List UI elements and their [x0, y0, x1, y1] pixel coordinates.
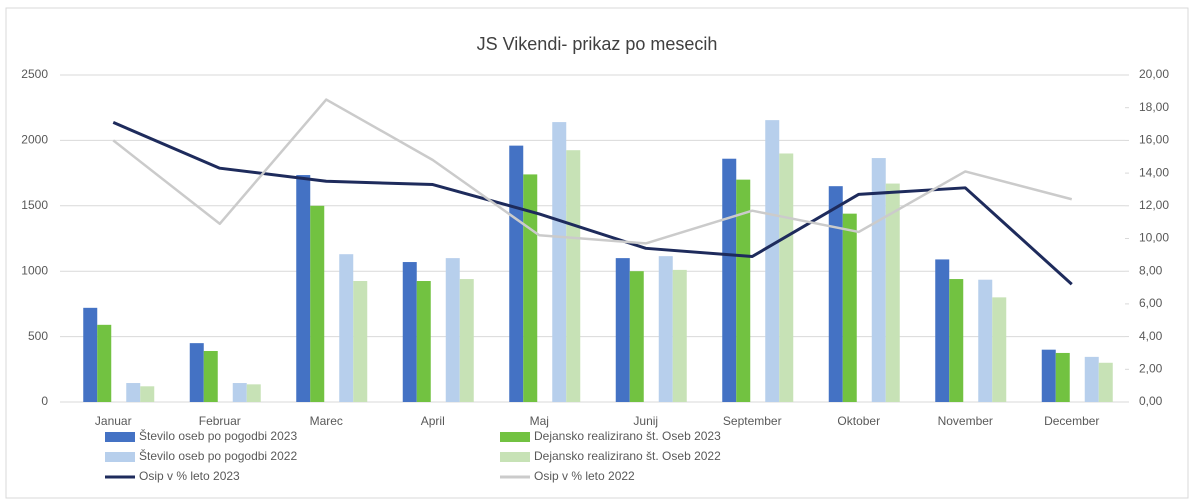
bar	[246, 384, 261, 402]
bar	[1098, 362, 1113, 402]
bar	[935, 259, 950, 402]
bar	[189, 343, 204, 402]
y-tick-label: 500	[28, 329, 48, 343]
bar	[97, 324, 112, 402]
bar	[672, 269, 687, 402]
y-tick-label: 1000	[21, 263, 48, 277]
x-tick-label: December	[1044, 414, 1099, 428]
y-tick-label: 2000	[21, 133, 48, 147]
y2-tick-label: 18,00	[1139, 100, 1169, 114]
x-tick-label: Marec	[310, 414, 343, 428]
bar	[310, 205, 325, 402]
legend-label: Osip v % leto 2022	[534, 469, 635, 483]
legend-swatch	[105, 452, 135, 462]
bar	[126, 383, 141, 402]
chart-frame	[5, 7, 1189, 499]
line	[112, 98, 1073, 245]
bar	[1084, 356, 1099, 402]
bar	[885, 183, 900, 402]
bar	[658, 256, 673, 402]
bar	[828, 186, 843, 402]
chart-title: JS Vikendi- prikaz po mesecih	[477, 34, 718, 54]
bar	[523, 174, 538, 402]
y2-tick-label: 2,00	[1139, 361, 1163, 375]
legend-label: Število oseb po pogodbi 2023	[139, 428, 297, 443]
bar	[779, 153, 794, 402]
legend-label: Dejansko realizirano št. Oseb 2022	[534, 449, 721, 463]
y2-tick-label: 8,00	[1139, 263, 1163, 277]
bar	[629, 271, 644, 402]
y2-tick-label: 12,00	[1139, 198, 1169, 212]
bar	[842, 213, 857, 402]
legend-swatch	[500, 432, 530, 442]
bar	[232, 383, 247, 402]
bar	[978, 279, 993, 402]
bar	[1041, 349, 1056, 402]
y2-tick-label: 0,00	[1139, 394, 1163, 408]
bar	[416, 281, 431, 402]
bar	[459, 279, 474, 402]
bar	[566, 150, 581, 402]
y2-tick-label: 4,00	[1139, 329, 1163, 343]
y2-tick-label: 14,00	[1139, 165, 1169, 179]
bar	[615, 258, 630, 402]
legend-swatch	[500, 452, 530, 462]
y2-tick-label: 6,00	[1139, 296, 1163, 310]
x-tick-label: Maj	[530, 414, 549, 428]
x-tick-label: Junij	[633, 414, 658, 428]
y-tick-label: 0	[41, 394, 48, 408]
bar	[1055, 352, 1070, 402]
bar	[140, 386, 155, 402]
y2-tick-label: 16,00	[1139, 133, 1169, 147]
bar	[722, 158, 737, 402]
x-tick-label: Oktober	[837, 414, 880, 428]
x-tick-label: April	[421, 414, 445, 428]
bar	[445, 258, 460, 402]
legend-label: Dejansko realizirano št. Oseb 2023	[534, 429, 721, 443]
bar	[203, 350, 218, 402]
bar	[339, 254, 354, 402]
line	[112, 121, 1073, 286]
bar	[552, 122, 567, 402]
legend-label: Število oseb po pogodbi 2022	[139, 448, 297, 463]
y2-tick-label: 10,00	[1139, 231, 1169, 245]
x-tick-label: September	[723, 414, 782, 428]
legend-swatch	[105, 432, 135, 442]
legend-label: Osip v % leto 2023	[139, 469, 240, 483]
x-tick-label: Februar	[199, 414, 241, 428]
x-tick-label: November	[938, 414, 993, 428]
bar	[765, 120, 780, 402]
bar	[83, 307, 98, 402]
y2-tick-label: 20,00	[1139, 67, 1169, 81]
y-tick-label: 2500	[21, 67, 48, 81]
bar	[949, 279, 964, 402]
bar	[509, 145, 524, 402]
bar	[353, 281, 368, 402]
bar	[992, 297, 1007, 402]
bar	[402, 262, 417, 402]
bar	[296, 175, 311, 402]
y-tick-label: 1500	[21, 198, 48, 212]
x-tick-label: Januar	[95, 414, 132, 428]
bar	[736, 179, 751, 402]
